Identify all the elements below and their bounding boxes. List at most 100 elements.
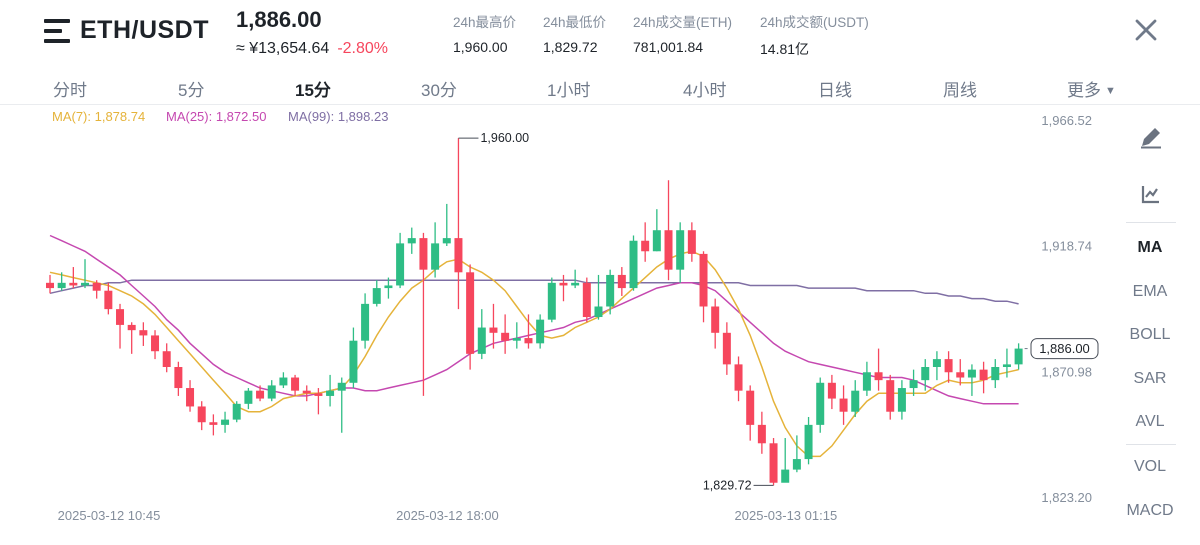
candle-body (746, 390, 755, 425)
tab-1h[interactable]: 1小时 (547, 81, 591, 100)
stat-24h-volume: 24h成交量(ETH) 781,001.84 (633, 11, 732, 55)
x-axis-tick-label: 2025-03-12 10:45 (58, 508, 161, 523)
candle-body (197, 406, 206, 423)
candle-body (571, 282, 580, 286)
candle-body (547, 282, 556, 320)
price-change: -2.80% (337, 40, 389, 57)
caret-down-icon: ▼ (1105, 85, 1116, 97)
candle-body (734, 364, 743, 391)
indicator-sar[interactable]: SAR (1133, 370, 1167, 387)
tab-5m[interactable]: 5分 (178, 81, 205, 100)
candle-body (617, 274, 626, 289)
candle-body (699, 253, 708, 307)
candle-body (536, 319, 545, 344)
candle-body (827, 382, 836, 399)
candle-body (127, 324, 136, 331)
stat-value: 1,829.72 (543, 39, 598, 55)
candle-body (792, 459, 801, 470)
candle-body (897, 388, 906, 412)
candle-body (349, 340, 358, 383)
pair-title[interactable]: ETH/USDT (80, 16, 209, 44)
candle-body (1002, 364, 1011, 368)
tab-more[interactable]: 更多 ▼ (1067, 76, 1116, 101)
indicator-sidebar: MA EMA BOLL SAR AVL VOL MACD (1100, 104, 1200, 540)
candle-body (407, 238, 416, 244)
ma7-line (49, 250, 1019, 458)
candle-body (291, 377, 300, 391)
stat-label: 24h最低价 (543, 15, 607, 30)
close-icon[interactable] (1133, 17, 1159, 43)
candle-body (151, 335, 160, 352)
candle-body (629, 240, 638, 289)
stat-24h-turnover: 24h成交额(USDT) 14.81亿 (760, 11, 869, 59)
candle-body (477, 327, 486, 354)
candle-body (81, 282, 90, 286)
indicator-ma[interactable]: MA (1137, 239, 1163, 256)
candle-body (361, 303, 370, 341)
candle-body (256, 390, 265, 399)
sidebar-divider (1126, 444, 1176, 445)
candle-body (559, 282, 568, 286)
candle-body (816, 382, 825, 425)
candle-body (1014, 348, 1023, 365)
candle-body (139, 330, 148, 336)
candle-body (722, 332, 731, 365)
candle-body (839, 398, 848, 412)
candle-body (664, 230, 673, 270)
x-axis-tick-label: 2025-03-13 01:15 (735, 508, 838, 523)
candle-body (57, 282, 66, 289)
candle-body (384, 285, 393, 289)
pair-menu-icon[interactable] (44, 19, 70, 43)
tab-weekly[interactable]: 周线 (943, 81, 977, 100)
sidebar-divider (1126, 222, 1176, 223)
candle-body (466, 272, 475, 354)
stat-value: 781,001.84 (633, 39, 704, 55)
ma-legend-entry: MA(99): 1,898.23 (288, 109, 388, 124)
candle-body (851, 390, 860, 412)
candle-body (932, 359, 941, 368)
chart-canvas[interactable]: MA(7): 1,878.74 MA(25): 1,872.50 MA(99): 1… (0, 104, 1200, 540)
ma-legend-entry: MA(7): 1,878.74 (52, 109, 145, 124)
candle-body (174, 367, 183, 389)
candle-body (267, 385, 276, 399)
tab-4h[interactable]: 4小时 (683, 81, 727, 100)
candle-body (641, 240, 650, 252)
candle-body (582, 282, 591, 318)
stat-label: 24h成交量(ETH) (633, 15, 733, 30)
chart-type-icon[interactable] (1141, 184, 1161, 204)
indicator-macd[interactable]: MACD (1126, 502, 1174, 519)
candle-body (886, 380, 895, 412)
high-price-label: 1,960.00 (480, 131, 529, 145)
tab-more-label: 更多 (1067, 81, 1101, 100)
candle-body (874, 372, 883, 381)
candle-body (757, 424, 766, 444)
candle-body (279, 377, 288, 386)
candle-body (454, 238, 463, 273)
candle-body (909, 380, 918, 389)
y-axis-tick-label: 1,918.74 (1041, 239, 1092, 254)
y-axis-tick-label: 1,966.52 (1041, 113, 1092, 128)
y-axis-tick-label: 1,823.20 (1041, 490, 1092, 505)
indicator-boll[interactable]: BOLL (1129, 326, 1171, 343)
tab-15m[interactable]: 15分 (295, 81, 331, 100)
tab-timeline[interactable]: 分时 (53, 81, 87, 100)
indicator-avl[interactable]: AVL (1135, 413, 1165, 430)
ma25-line (49, 234, 1019, 405)
tab-30m[interactable]: 30分 (421, 81, 457, 100)
candle-body (162, 351, 171, 368)
indicator-ema[interactable]: EMA (1132, 283, 1168, 300)
candle-body (209, 422, 218, 425)
candle-body (442, 238, 451, 244)
candle-body (652, 230, 661, 252)
candlestick-chart[interactable]: MA(7): 1,878.74 MA(25): 1,872.50 MA(99): 1… (0, 104, 1200, 540)
last-price: 1,886.00 (236, 7, 322, 32)
candle-body (337, 382, 346, 391)
stat-value: 14.81亿 (760, 41, 810, 57)
low-price-label: 1,829.72 (703, 478, 752, 492)
draw-pen-icon[interactable] (1138, 124, 1164, 150)
candle-body (781, 469, 790, 483)
ma99-line (49, 279, 1019, 305)
candle-body (46, 282, 54, 289)
indicator-vol[interactable]: VOL (1133, 458, 1166, 475)
tab-daily[interactable]: 日线 (818, 81, 852, 100)
